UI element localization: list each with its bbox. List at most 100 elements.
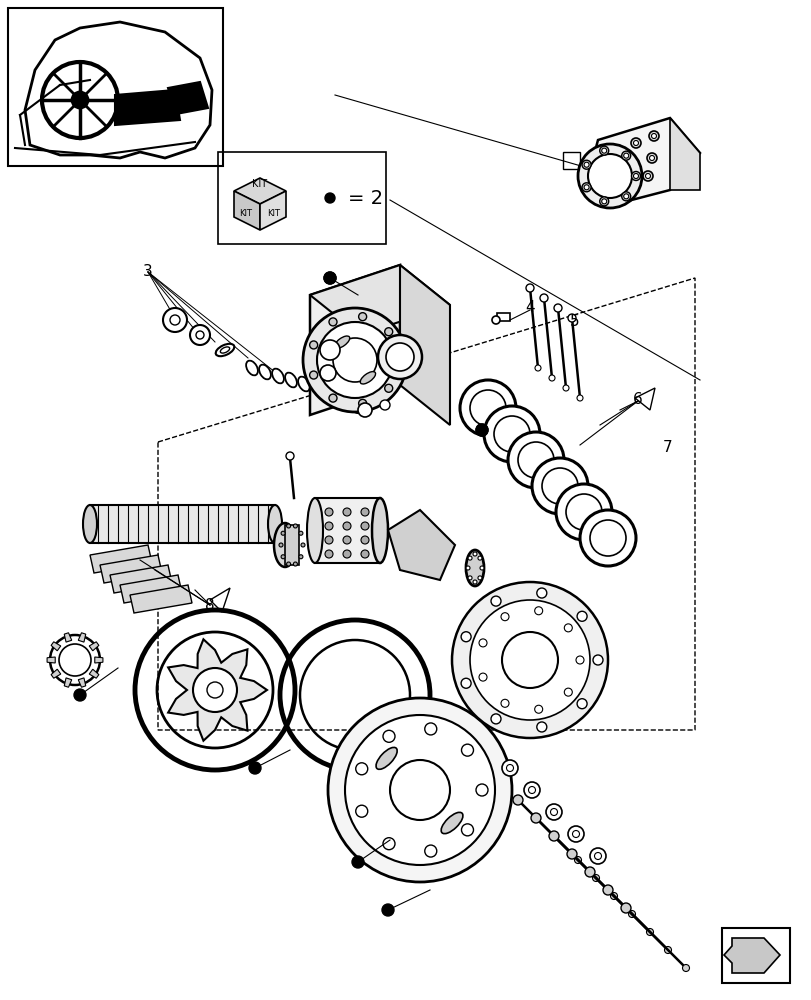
Circle shape bbox=[361, 508, 368, 516]
Polygon shape bbox=[590, 118, 699, 203]
Polygon shape bbox=[109, 565, 172, 593]
Text: 6: 6 bbox=[633, 392, 642, 408]
Circle shape bbox=[548, 375, 554, 381]
Circle shape bbox=[646, 928, 653, 936]
Circle shape bbox=[342, 550, 350, 558]
Circle shape bbox=[207, 682, 223, 698]
Polygon shape bbox=[100, 555, 162, 583]
Polygon shape bbox=[723, 938, 779, 973]
Circle shape bbox=[355, 763, 367, 775]
Circle shape bbox=[452, 582, 607, 738]
Ellipse shape bbox=[466, 550, 483, 586]
Circle shape bbox=[545, 804, 561, 820]
Circle shape bbox=[475, 424, 487, 436]
Circle shape bbox=[539, 294, 547, 302]
Circle shape bbox=[493, 416, 530, 452]
Circle shape bbox=[594, 852, 601, 859]
Bar bbox=[562, 152, 579, 169]
Polygon shape bbox=[669, 118, 699, 190]
Circle shape bbox=[475, 784, 487, 796]
Circle shape bbox=[650, 133, 655, 138]
Polygon shape bbox=[47, 657, 55, 663]
Circle shape bbox=[163, 308, 187, 332]
Circle shape bbox=[550, 808, 557, 816]
Ellipse shape bbox=[220, 347, 230, 353]
Polygon shape bbox=[130, 585, 191, 613]
Circle shape bbox=[648, 131, 659, 141]
Polygon shape bbox=[310, 265, 449, 335]
Circle shape bbox=[523, 782, 539, 798]
Ellipse shape bbox=[375, 747, 397, 769]
Circle shape bbox=[479, 566, 483, 570]
Circle shape bbox=[603, 885, 612, 895]
Circle shape bbox=[581, 160, 590, 169]
Ellipse shape bbox=[371, 498, 388, 563]
Circle shape bbox=[536, 722, 546, 732]
Ellipse shape bbox=[360, 372, 375, 384]
Ellipse shape bbox=[83, 505, 97, 543]
Circle shape bbox=[631, 172, 640, 180]
Polygon shape bbox=[234, 191, 260, 230]
Circle shape bbox=[72, 92, 88, 108]
Circle shape bbox=[381, 904, 393, 916]
Circle shape bbox=[74, 689, 86, 701]
Circle shape bbox=[478, 673, 487, 681]
Circle shape bbox=[355, 805, 367, 817]
Polygon shape bbox=[260, 191, 285, 230]
Circle shape bbox=[500, 613, 508, 621]
Circle shape bbox=[338, 397, 345, 404]
Text: KIT: KIT bbox=[252, 179, 268, 189]
Circle shape bbox=[534, 705, 542, 713]
Circle shape bbox=[384, 384, 393, 392]
Circle shape bbox=[629, 161, 638, 171]
Circle shape bbox=[581, 183, 590, 192]
Circle shape bbox=[491, 596, 500, 606]
Circle shape bbox=[316, 322, 393, 398]
Circle shape bbox=[646, 153, 656, 163]
Circle shape bbox=[286, 524, 290, 528]
Circle shape bbox=[281, 531, 285, 535]
Circle shape bbox=[470, 600, 590, 720]
Circle shape bbox=[324, 550, 333, 558]
Circle shape bbox=[584, 867, 594, 877]
Circle shape bbox=[568, 314, 575, 322]
Circle shape bbox=[579, 510, 635, 566]
Circle shape bbox=[50, 635, 100, 685]
Circle shape bbox=[320, 340, 340, 360]
Circle shape bbox=[631, 163, 636, 168]
Polygon shape bbox=[95, 657, 103, 663]
Polygon shape bbox=[168, 82, 208, 114]
Circle shape bbox=[526, 284, 534, 292]
Circle shape bbox=[473, 580, 476, 584]
Polygon shape bbox=[51, 642, 61, 651]
Circle shape bbox=[193, 668, 237, 712]
Polygon shape bbox=[64, 633, 71, 642]
Circle shape bbox=[309, 341, 317, 349]
Ellipse shape bbox=[334, 336, 350, 348]
Circle shape bbox=[361, 536, 368, 544]
Circle shape bbox=[562, 385, 569, 391]
Circle shape bbox=[303, 308, 406, 412]
Circle shape bbox=[59, 644, 91, 676]
Circle shape bbox=[541, 468, 577, 504]
Polygon shape bbox=[400, 265, 449, 425]
Circle shape bbox=[324, 193, 335, 203]
Circle shape bbox=[528, 786, 534, 794]
Ellipse shape bbox=[272, 369, 284, 383]
Circle shape bbox=[601, 148, 606, 153]
Text: 8: 8 bbox=[205, 597, 215, 612]
Circle shape bbox=[279, 543, 283, 547]
Circle shape bbox=[682, 964, 689, 972]
Text: = 2: = 2 bbox=[348, 188, 383, 208]
Circle shape bbox=[169, 315, 180, 325]
Circle shape bbox=[577, 699, 586, 709]
Bar bbox=[285, 525, 298, 565]
Circle shape bbox=[599, 197, 608, 206]
Circle shape bbox=[478, 556, 482, 560]
Circle shape bbox=[320, 365, 336, 381]
Ellipse shape bbox=[307, 498, 323, 563]
Circle shape bbox=[610, 892, 616, 900]
Circle shape bbox=[564, 688, 572, 696]
Circle shape bbox=[358, 403, 371, 417]
Ellipse shape bbox=[311, 381, 323, 395]
